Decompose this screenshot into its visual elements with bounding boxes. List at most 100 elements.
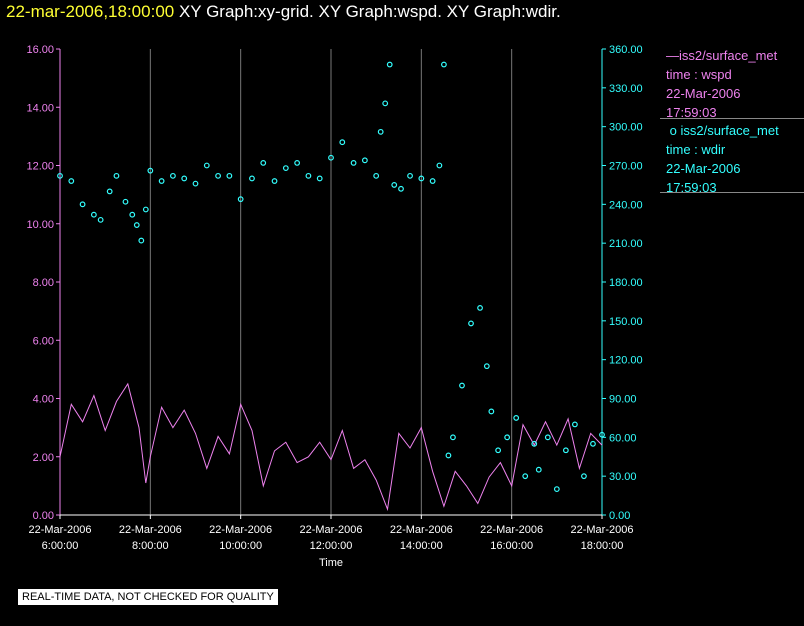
wdir-point [477,304,483,311]
wdir-point [441,61,447,68]
wdir-point [513,415,520,421]
legend-wdir-date: 22-Mar-2006 [666,161,741,176]
wdir-point [468,320,474,327]
wspd-line [59,382,603,512]
wdir-point [305,172,312,179]
wdir-point [572,421,578,428]
x-tick-date: 22-Mar-2006 [119,524,182,536]
wdir-point [68,178,75,184]
quality-note: REAL-TIME DATA, NOT CHECKED FOR QUALITY [18,589,278,605]
right-tick-label: 60.00 [609,432,637,444]
left-tick-label: 0.00 [33,510,54,522]
left-tick-label: 10.00 [26,219,54,231]
left-tick-label: 8.00 [33,277,54,289]
wdir-point [328,154,334,161]
right-tick-label: 240.00 [609,199,643,211]
x-tick-time: 12:00:00 [310,540,353,552]
title-graphs: XY Graph:xy-grid. XY Graph:wspd. XY Grap… [178,2,561,21]
legend-wspd: —iss2/surface_met time : wspd 22-Mar-200… [666,46,777,122]
legend-wdir-time: 17:59:03 [666,180,717,195]
x-tick-date: 22-Mar-2006 [29,524,92,536]
wdir-point [122,198,129,205]
left-tick-label: 2.00 [33,452,54,464]
left-tick-label: 4.00 [33,394,54,406]
wdir-point [133,222,140,228]
wdir-point [429,178,436,184]
wdir-point [522,473,529,480]
wdir-point [192,180,199,187]
wdir-point [203,162,210,169]
wdir-point [382,100,389,107]
wdir-point [271,178,278,184]
wdir-point [599,431,605,438]
wdir-point [237,196,244,203]
wdir-point [226,172,233,179]
wdir-point [350,160,357,166]
wdir-point [398,185,404,192]
wdir-point [361,157,368,164]
wdir-point [170,172,176,179]
right-tick-label: 360.00 [609,44,643,56]
legend-wdir: o iss2/surface_met time : wdir 22-Mar-20… [666,121,779,197]
legend-wspd-time: 17:59:03 [666,105,717,120]
x-tick-date: 22-Mar-2006 [390,524,453,536]
x-axis-label: Time [319,557,343,569]
wdir-point [339,139,346,146]
wdir-point [147,167,154,174]
right-tick-label: 90.00 [609,394,637,406]
wdir-point [142,206,149,213]
left-tick-label: 16.00 [26,44,54,56]
wdir-point [138,237,145,244]
legend-divider [660,118,804,119]
wdir-point [97,216,104,223]
x-tick-date: 22-Mar-2006 [571,524,634,536]
right-tick-label: 330.00 [609,83,643,95]
wdir-point [391,182,398,188]
right-tick-label: 30.00 [609,471,637,483]
wdir-point [57,172,63,179]
wdir-point [535,466,542,473]
wdir-point [373,172,380,179]
x-tick-time: 14:00:00 [400,540,443,552]
wdir-point [282,165,289,171]
wdir-point [483,363,490,370]
right-tick-label: 270.00 [609,161,643,173]
left-tick-label: 14.00 [26,102,54,114]
right-tick-label: 300.00 [609,122,643,134]
legend-wdir-var: time : wdir [666,142,726,157]
wdir-point [90,211,97,218]
legend-wspd-series: —iss2/surface_met [666,48,778,63]
x-tick-date: 22-Mar-2006 [300,524,363,536]
wdir-point [113,172,120,179]
right-tick-label: 180.00 [609,277,643,289]
x-tick-time: 18:00:00 [581,540,624,552]
x-tick-date: 22-Mar-2006 [480,524,543,536]
right-tick-label: 210.00 [609,238,643,250]
legend-wspd-date: 22-Mar-2006 [666,86,741,101]
title-timestamp: 22-mar-2006,18:00:00 [6,2,175,21]
wdir-point [181,175,188,182]
x-tick-date: 22-Mar-2006 [209,524,272,536]
wdir-point [581,473,587,480]
wdir-point [504,434,511,441]
x-tick-time: 8:00:00 [132,540,169,552]
wdir-point [294,160,301,166]
legend-wspd-var: time : wspd [666,67,732,82]
wdir-point [459,382,465,389]
wdir-point [488,408,495,415]
wdir-point [377,128,384,135]
x-tick-time: 10:00:00 [219,540,262,552]
wdir-point [553,486,560,493]
right-tick-label: 150.00 [609,316,643,328]
wdir-point [562,447,569,454]
wdir-point [407,172,413,179]
wdir-point [386,61,393,68]
wdir-point [129,211,136,218]
wdir-point [445,452,452,459]
x-tick-time: 6:00:00 [42,540,79,552]
left-tick-label: 6.00 [33,335,54,347]
wdir-point [79,201,86,208]
x-tick-time: 16:00:00 [490,540,533,552]
wdir-point [260,160,267,166]
